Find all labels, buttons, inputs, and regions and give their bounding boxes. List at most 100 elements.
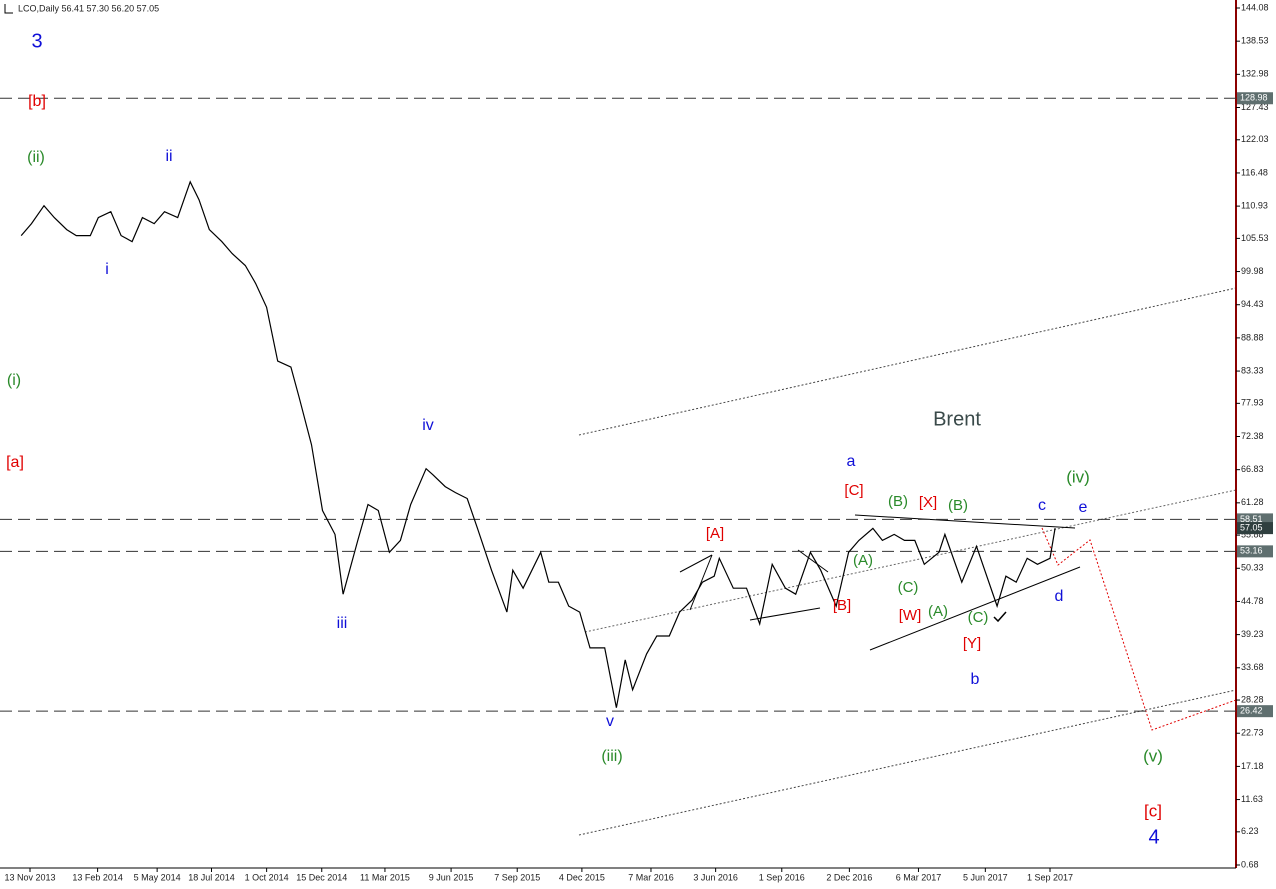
level-label: 53.16	[1240, 546, 1263, 556]
wave-label: c	[1038, 497, 1046, 514]
y-tick-label: 28.28	[1241, 694, 1264, 704]
wave-label: [Y]	[963, 635, 981, 652]
y-tick-label: 11.63	[1241, 794, 1263, 804]
x-tick-label: 11 Mar 2015	[360, 872, 410, 882]
y-tick-label: 61.28	[1241, 497, 1264, 507]
y-tick-label: 0.68	[1241, 859, 1259, 869]
y-tick-label: 77.93	[1241, 398, 1264, 408]
channel-upper	[578, 287, 1237, 436]
wave-line	[689, 554, 713, 611]
wave-label: (v)	[1143, 746, 1163, 765]
wave-label: Brent	[933, 408, 981, 430]
y-tick-label: 122.03	[1241, 134, 1269, 144]
wave-label: (A)	[853, 552, 873, 569]
x-tick-label: 6 Mar 2017	[896, 872, 942, 882]
x-tick-label: 9 Jun 2015	[429, 872, 474, 882]
wave-label: e	[1079, 499, 1088, 516]
wave-label: [c]	[1144, 801, 1162, 820]
y-tick-label: 144.08	[1241, 2, 1269, 12]
y-tick-label: 99.98	[1241, 266, 1264, 276]
wave-label: [B]	[833, 597, 851, 614]
x-tick-label: 1 Oct 2014	[245, 872, 289, 882]
x-tick-label: 18 Jul 2014	[188, 872, 235, 882]
wave-label: a	[847, 453, 856, 470]
wave-label: (iv)	[1066, 467, 1090, 486]
wave-label: [X]	[919, 494, 937, 511]
wave-label: (ii)	[27, 149, 45, 166]
x-tick-label: 13 Feb 2014	[72, 872, 123, 882]
wave-label: iv	[422, 417, 434, 434]
wave-label: d	[1055, 588, 1064, 605]
last-price-box	[1237, 522, 1273, 535]
y-tick-label: 88.88	[1241, 332, 1264, 342]
level-box	[1237, 705, 1273, 718]
wave-label: ii	[165, 148, 172, 165]
level-label: 128.98	[1240, 93, 1268, 103]
x-tick-label: 1 Sep 2017	[1027, 872, 1073, 882]
wave-label: [A]	[706, 525, 724, 542]
y-tick-label: 132.98	[1241, 69, 1269, 79]
level-label: 58.51	[1240, 514, 1263, 524]
wave-label: (iii)	[601, 748, 622, 765]
y-tick-label: 94.43	[1241, 299, 1264, 309]
level-box	[1237, 92, 1273, 105]
level-box	[1237, 545, 1273, 558]
x-tick-label: 5 Jun 2017	[963, 872, 1008, 882]
y-tick-label: 66.83	[1241, 464, 1264, 474]
channel-lower	[578, 689, 1237, 836]
y-tick-label: 39.23	[1241, 629, 1264, 639]
last-price-label: 57.05	[1240, 522, 1263, 532]
y-tick-label: 105.53	[1241, 233, 1269, 243]
level-label: 26.42	[1240, 706, 1263, 716]
x-tick-label: 1 Sep 2016	[759, 872, 805, 882]
wave-label: (B)	[948, 497, 968, 514]
triangle-upper	[854, 514, 1076, 529]
chart-title: LCO,Daily 56.41 57.30 56.20 57.05	[18, 3, 159, 13]
y-tick-label: 44.78	[1241, 596, 1264, 606]
wave-label: 3	[31, 30, 42, 52]
wave-label: [a]	[6, 454, 24, 471]
wave-label: [b]	[28, 93, 46, 110]
price-line	[20, 180, 1056, 708]
x-tick-label: 7 Mar 2016	[628, 872, 674, 882]
y-tick-label: 22.73	[1241, 728, 1264, 738]
y-tick-label: 127.43	[1241, 102, 1269, 112]
wave-label: i	[105, 261, 109, 278]
y-tick-label: 83.33	[1241, 365, 1264, 375]
y-tick-label: 6.23	[1241, 826, 1259, 836]
wave-label: v	[606, 713, 614, 730]
y-tick-label: 110.93	[1241, 200, 1268, 210]
y-tick-label: 17.18	[1241, 761, 1264, 771]
wave-line	[797, 549, 829, 573]
wave-label: (C)	[898, 579, 919, 596]
check-mark	[993, 611, 1007, 623]
wave-label: 4	[1148, 826, 1159, 848]
wave-label: (B)	[888, 493, 908, 510]
channel-middle	[584, 489, 1237, 633]
wave-label: [C]	[844, 482, 863, 499]
title-icon	[4, 4, 13, 14]
x-tick-label: 7 Sep 2015	[494, 872, 540, 882]
wave-label: (i)	[7, 372, 21, 389]
y-tick-label: 138.53	[1241, 36, 1269, 46]
y-tick-label: 116.48	[1241, 167, 1268, 177]
wave-label: (C)	[968, 609, 989, 626]
trend-lines	[578, 287, 1237, 836]
y-tick-label: 72.38	[1241, 431, 1264, 441]
wave-label: iii	[337, 615, 348, 632]
triangle-lower	[869, 566, 1081, 651]
wave-label: (A)	[928, 603, 948, 620]
y-tick-label: 55.88	[1241, 529, 1264, 539]
wave-line	[679, 554, 713, 573]
x-tick-label: 13 Nov 2013	[4, 872, 55, 882]
projection	[1041, 527, 1237, 731]
x-tick-label: 2 Dec 2016	[826, 872, 872, 882]
wave-line	[749, 607, 821, 621]
x-tick-label: 5 May 2014	[134, 872, 181, 882]
y-tick-label: 50.33	[1241, 563, 1264, 573]
wave-label: [W]	[899, 607, 922, 624]
x-tick-label: 3 Jun 2016	[693, 872, 738, 882]
x-tick-label: 4 Dec 2015	[559, 872, 605, 882]
